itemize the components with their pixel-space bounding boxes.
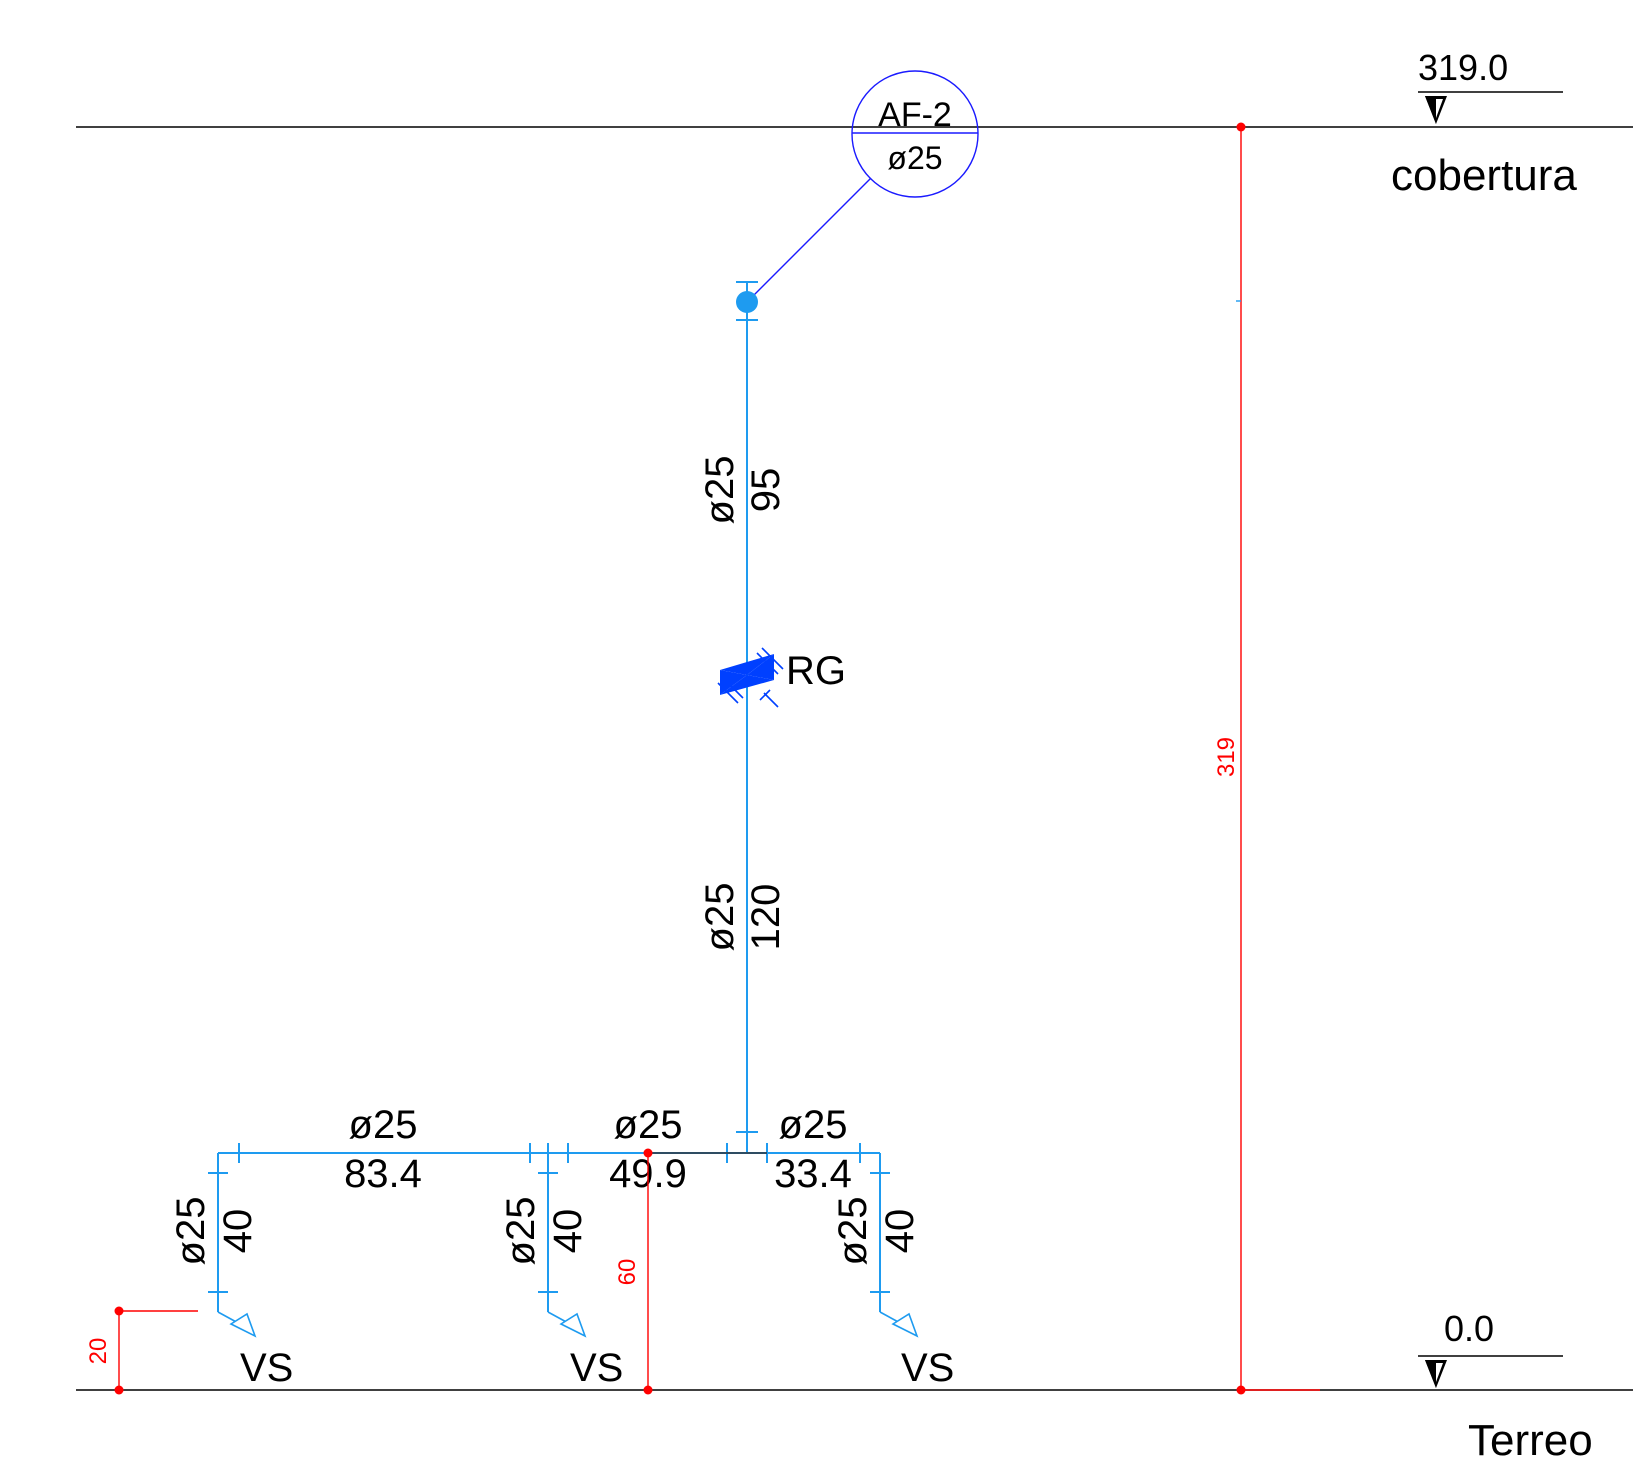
riser-tag: AF-2 ø25	[746, 70, 979, 303]
drop-left-length-group: 40	[216, 1209, 260, 1254]
branch-left-diameter: ø25	[349, 1103, 418, 1147]
drop-mid-diameter-group: ø25	[499, 1197, 543, 1266]
drop-right-length-group: 40	[878, 1209, 922, 1254]
dimension-branch-height-label-group: 60	[614, 1259, 641, 1286]
drop-right-length: 40	[878, 1209, 922, 1254]
outlet-label-mid: VS	[570, 1346, 623, 1390]
outlet-arrow-icon	[217, 1311, 257, 1338]
dimension-total-height	[1236, 122, 1320, 1395]
branch-right-length: 33.4	[774, 1152, 852, 1196]
outlet-arrow-icon	[879, 1311, 919, 1338]
drop-right-diameter-group: ø25	[831, 1197, 875, 1266]
level-name-bottom: Terreo	[1468, 1416, 1593, 1464]
valve-label: RG	[786, 649, 846, 693]
branch-mid-diameter: ø25	[614, 1103, 683, 1147]
drop-left-diameter-group: ø25	[169, 1197, 213, 1266]
level-name-top: cobertura	[1391, 151, 1577, 200]
riser-upper-length-text: 95	[744, 468, 788, 513]
riser-tag-id: AF-2	[878, 96, 952, 134]
drop-mid-length: 40	[546, 1209, 590, 1254]
riser-lower-label: ø25	[698, 883, 742, 952]
level-elevation-bottom: 0.0	[1444, 1308, 1494, 1349]
riser-lower-length-text: 120	[744, 884, 788, 951]
drop-left-length: 40	[216, 1209, 260, 1254]
dimension-branch-height-label: 60	[614, 1259, 641, 1286]
branch-left-length: 83.4	[344, 1152, 422, 1196]
level-marker-top: 319.0 cobertura	[1391, 47, 1577, 200]
outlet-arrow-icon	[547, 1311, 587, 1338]
riser-tag-leader	[746, 177, 872, 303]
dimension-outlet-height	[114, 1306, 198, 1395]
outlet-label-left: VS	[240, 1346, 293, 1390]
dimension-total-height-label: 319	[1213, 737, 1240, 777]
level-elevation-top: 319.0	[1418, 47, 1508, 88]
dimension-outlet-height-label-group: 20	[85, 1338, 112, 1365]
dimension-total-height-label-group: 319	[1213, 737, 1240, 777]
dimension-outlet-height-label: 20	[85, 1338, 112, 1365]
riser-lower-diameter: ø25	[698, 883, 742, 952]
riser-pipe	[736, 281, 758, 1152]
gate-valve-icon	[717, 647, 784, 708]
riser-upper-label: ø25	[698, 456, 742, 525]
outlet-label-right: VS	[901, 1346, 954, 1390]
branch-right-diameter: ø25	[779, 1103, 848, 1147]
drop-mid-length-group: 40	[546, 1209, 590, 1254]
level-marker-bottom: 0.0 Terreo	[1418, 1308, 1593, 1464]
riser-lower-length: 120	[744, 884, 788, 951]
riser-top-cap-icon	[736, 291, 758, 313]
drop-left-diameter: ø25	[169, 1197, 213, 1266]
riser-tag-diameter: ø25	[887, 140, 942, 176]
dimension-branch-height	[643, 1148, 653, 1395]
drop-mid-diameter: ø25	[499, 1197, 543, 1266]
drop-pipes	[208, 1153, 890, 1312]
riser-upper-length: 95	[744, 468, 788, 513]
riser-tag-circle	[851, 70, 979, 198]
riser-upper-diameter: ø25	[698, 456, 742, 525]
drop-right-diameter: ø25	[831, 1197, 875, 1266]
